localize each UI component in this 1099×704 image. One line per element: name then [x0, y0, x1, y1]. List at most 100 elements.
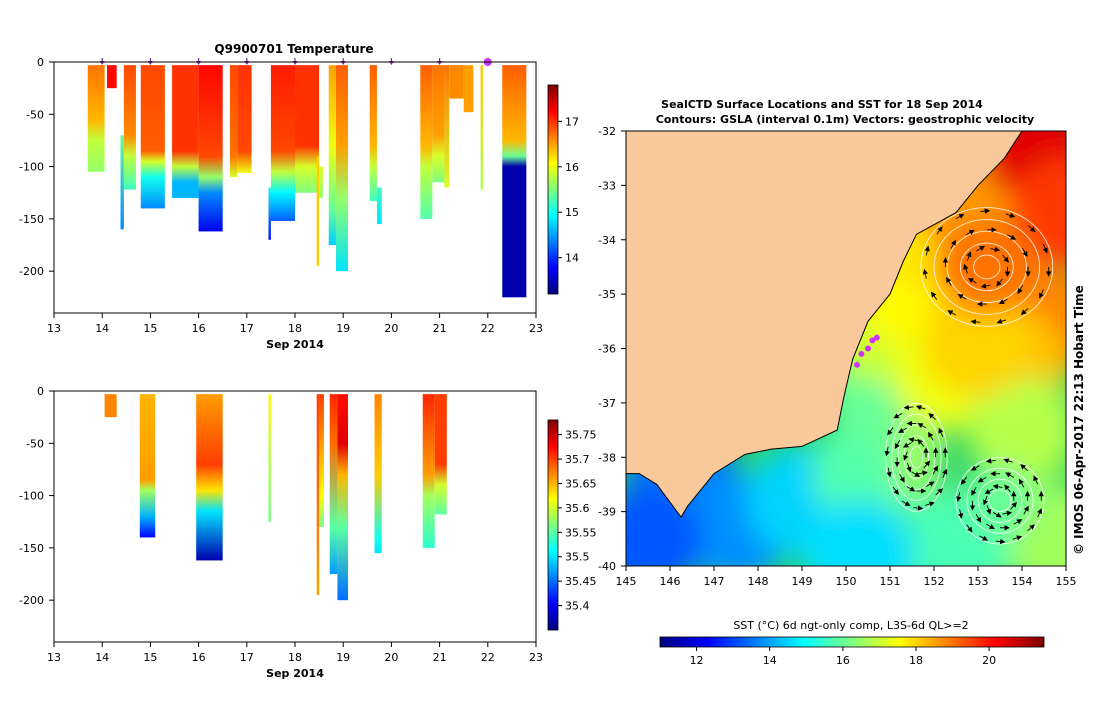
- velocity-vector: [976, 245, 986, 252]
- velocity-vector: [957, 294, 967, 300]
- x-tick-label: 16: [192, 651, 206, 664]
- sst-colorbar-tick-label: 16: [836, 654, 850, 667]
- map-x-tick-label: 155: [1056, 575, 1077, 588]
- velocity-vector: [1033, 475, 1039, 485]
- sst-colorbar: 12 14 16 18 20: [659, 636, 1045, 667]
- colorbar-tick-label: 35.55: [565, 526, 597, 539]
- eddy-sst-patch: [934, 219, 1040, 315]
- velocity-vector: [966, 251, 972, 261]
- profile-cast: [369, 65, 377, 202]
- map-x-tick-label: 146: [660, 575, 681, 588]
- velocity-vector: [996, 278, 1003, 287]
- velocity-vector: [906, 462, 912, 473]
- velocity-vector: [1037, 508, 1042, 518]
- map-y-tick-label: -38: [598, 451, 616, 464]
- profile-cast: [87, 65, 105, 172]
- y-tick-label: -50: [26, 108, 44, 121]
- profile-cast: [237, 65, 252, 173]
- velocity-vector: [1022, 248, 1028, 257]
- colorbar-tick-label: 35.65: [565, 477, 597, 490]
- colorbar-tick-label: 35.7: [565, 453, 590, 466]
- seal-ctd-locations: [854, 334, 880, 368]
- velocity-vector: [956, 492, 962, 503]
- velocity-vector: [965, 229, 975, 236]
- velocity-vector: [1005, 472, 1014, 478]
- map-y-tick-label: -39: [598, 506, 616, 519]
- colorbar-tick-label: 16: [565, 161, 579, 174]
- salinity-colorbar: 35.4 35.45 35.5 35.55 35.6 35.65 35.7 35.75: [547, 419, 597, 631]
- velocity-vector: [977, 476, 987, 483]
- velocity-vector: [1023, 505, 1029, 515]
- velocity-vector: [985, 458, 996, 464]
- velocity-vector: [928, 413, 937, 420]
- velocity-vector: [886, 467, 892, 478]
- velocity-vector: [983, 495, 989, 506]
- x-axis-label: Sep 2014: [266, 338, 324, 351]
- profile-cast: [420, 65, 433, 219]
- temperature-axes: 13 14 15 16 17 18 19 20 21 22 23 0 -50 -100 -150 -200 Se…: [19, 56, 543, 351]
- profile-cast: [376, 187, 382, 225]
- profile-cast: [480, 65, 483, 190]
- salinity-axes: 13 14 15 16 17 18 19 20 21 22 23 0 -50 -100 -150 -200 Se…: [19, 385, 543, 680]
- temperature-colorbar: 14 15 16 17: [547, 84, 579, 295]
- x-tick-label: 15: [143, 322, 157, 335]
- profile-cast: [449, 65, 464, 99]
- map-panel: SealCTD Surface Locations and SST for 18…: [598, 98, 1086, 667]
- colorbar-tick-label: 35.75: [565, 429, 597, 442]
- sst-patch: [804, 500, 915, 566]
- velocity-vector: [901, 500, 911, 507]
- velocity-vector: [898, 427, 908, 433]
- y-tick-label: -150: [19, 213, 44, 226]
- colorbar-tick-label: 35.45: [565, 575, 597, 588]
- x-tick-label: 21: [433, 322, 447, 335]
- velocity-vector: [913, 505, 924, 511]
- x-tick-label: 20: [384, 322, 398, 335]
- map-y-tick-label: -37: [598, 397, 616, 410]
- velocity-vector: [960, 476, 967, 485]
- sst-colorbar-tick-label: 14: [763, 654, 777, 667]
- y-tick-label: -150: [19, 542, 44, 555]
- velocity-vector: [970, 465, 980, 471]
- colorbar-ramp: [547, 84, 559, 295]
- eddy-sst-patch: [964, 466, 1036, 536]
- gsla-contour: [891, 413, 942, 501]
- x-axis-label: Sep 2014: [266, 667, 324, 680]
- velocity-vector: [992, 512, 1002, 518]
- y-tick-label: -200: [19, 594, 44, 607]
- sst-patch: [967, 375, 1066, 486]
- velocity-vector: [967, 278, 977, 284]
- map-title-line1: SealCTD Surface Locations and SST for 18…: [661, 98, 983, 111]
- x-tick-label: 13: [47, 651, 61, 664]
- map-x-tick-label: 148: [748, 575, 769, 588]
- velocity-vector: [903, 404, 914, 411]
- velocity-vector: [884, 446, 890, 457]
- geostrophic-vectors: [884, 208, 1052, 545]
- seal-location: [865, 345, 871, 352]
- y-tick-label: -100: [19, 161, 44, 174]
- gsla-contour: [933, 218, 1041, 315]
- profile-cast: [268, 394, 271, 522]
- seal-location: [873, 334, 880, 341]
- x-tick-label: 22: [481, 651, 495, 664]
- velocity-vector: [1017, 285, 1023, 295]
- profile-cast: [198, 65, 223, 232]
- x-tick-label: 14: [95, 651, 109, 664]
- x-tick-label: 17: [240, 651, 254, 664]
- salinity-profiles: [104, 394, 447, 601]
- x-tick-label: 20: [384, 651, 398, 664]
- velocity-vector: [1005, 212, 1016, 218]
- velocity-vector: [1027, 225, 1036, 233]
- profile-cast: [120, 135, 124, 230]
- velocity-vector: [1002, 510, 1013, 516]
- colorbar-ramp: [547, 419, 559, 631]
- velocity-vector: [892, 486, 899, 496]
- x-tick-label: 14: [95, 322, 109, 335]
- y-tick-label: -100: [19, 490, 44, 503]
- velocity-vector: [935, 488, 944, 496]
- velocity-vector: [1039, 289, 1044, 299]
- colorbar-tick-label: 14: [565, 252, 579, 265]
- gsla-contour: [977, 478, 1023, 523]
- gsla-contour: [966, 467, 1034, 534]
- map-y-tick-label: -32: [598, 125, 616, 138]
